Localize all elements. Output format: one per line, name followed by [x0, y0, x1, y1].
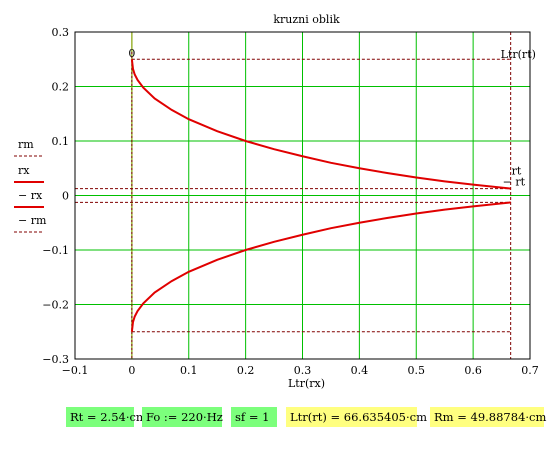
plot-frame — [74, 31, 531, 360]
x-tick-label: 0.4 — [351, 364, 369, 377]
curve-end-label: − rt — [503, 176, 526, 189]
result-fo[interactable]: Fo := 220·Hz — [142, 407, 223, 427]
x-tick-label: 0.6 — [464, 364, 482, 377]
series-line — [130, 59, 511, 190]
x-tick-label: 0.2 — [237, 364, 255, 377]
result-rm[interactable]: Rm = 49.88784·cm — [430, 407, 546, 427]
legend-label: rx — [18, 164, 30, 177]
y-tick-label: 0.1 — [52, 135, 70, 148]
marker-label-ltr: Ltr(rt) — [501, 48, 536, 61]
y-tick-label: −0.1 — [42, 244, 69, 257]
y-tick-label: 0.2 — [52, 81, 70, 94]
x-axis-label: Ltr(rx) — [288, 377, 325, 390]
legend-label: − rm — [18, 214, 47, 227]
y-tick-label: −0.3 — [42, 353, 69, 366]
series-line — [130, 201, 511, 332]
result-rt[interactable]: Rt = 2.54·cm — [66, 407, 147, 427]
y-tick-label: 0 — [62, 190, 69, 203]
legend: rm rx − rx − rm — [14, 138, 47, 233]
legend-label: rm — [18, 138, 34, 151]
x-tick-label: 0.3 — [294, 364, 312, 377]
x-tick-label: 0.1 — [180, 364, 198, 377]
result-sf[interactable]: sf = 1 — [231, 407, 277, 427]
legend-label: − rx — [18, 189, 43, 202]
y-tick-label: 0.3 — [52, 26, 70, 39]
curve-end-label: rt — [512, 165, 522, 178]
x-tick-label: 0 — [128, 364, 135, 377]
x-tick-label: 0.7 — [521, 364, 539, 377]
chart-title: kruzni oblik — [273, 13, 340, 26]
x-tick-label: 0.5 — [408, 364, 426, 377]
y-tick-label: −0.2 — [42, 299, 69, 312]
result-ltr[interactable]: Ltr(rt) = 66.635405·cm — [286, 407, 427, 427]
marker-label-zero: 0 — [128, 47, 135, 60]
x-tick-label: −0.1 — [62, 364, 89, 377]
